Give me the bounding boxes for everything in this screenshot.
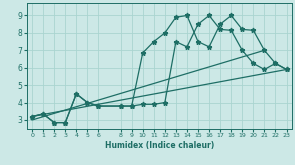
X-axis label: Humidex (Indice chaleur): Humidex (Indice chaleur)	[105, 141, 214, 150]
